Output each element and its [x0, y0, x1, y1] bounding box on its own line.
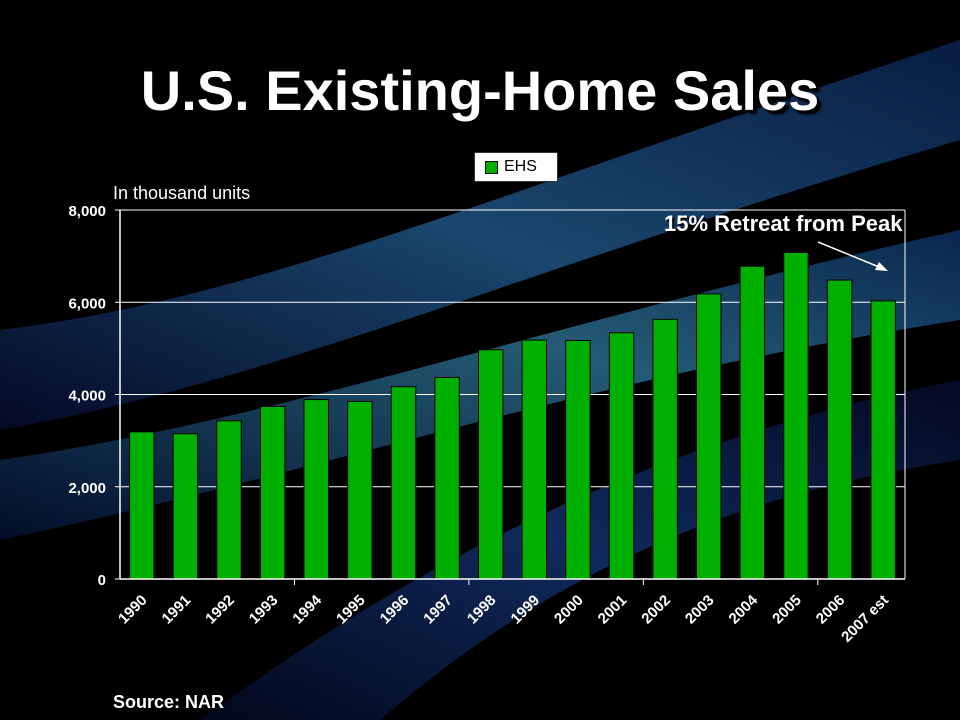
x-tick-label: 1998	[464, 592, 500, 628]
bar-2001	[608, 332, 635, 580]
bar-2002	[652, 318, 678, 580]
x-tick-label: 2004	[726, 591, 762, 627]
x-tick-label: 2005	[769, 592, 805, 628]
bar-1996	[390, 386, 417, 580]
gridlines	[120, 209, 905, 488]
annotation-arrow-line	[817, 241, 885, 270]
x-tick-label: 1996	[377, 592, 413, 628]
x-tick-label: 2001	[595, 592, 631, 628]
legend-label-ehs: EHS	[504, 158, 537, 175]
source-note: Source: NAR	[113, 692, 225, 712]
bar-2005	[783, 251, 809, 580]
bar-1999	[521, 339, 548, 580]
y-tick-label: 4,000	[68, 388, 106, 405]
bar-2004	[739, 265, 766, 580]
bar-2000	[565, 340, 591, 580]
page-title: U.S. Existing-Home Sales	[140, 59, 820, 122]
peak-annotation: 15% Retreat from Peak	[664, 211, 903, 236]
bar-2007-est	[870, 300, 896, 580]
y-axis-unit-label: In thousand units	[113, 183, 251, 203]
y-tick-label: 8,000	[68, 203, 106, 220]
bar-1994	[303, 399, 329, 580]
x-tick-label: 2003	[682, 592, 718, 628]
bar-2003	[696, 293, 722, 580]
x-tick-label: 1997	[420, 592, 456, 628]
y-tick-label: 6,000	[68, 295, 106, 312]
bars	[129, 251, 896, 580]
x-tick-label: 2002	[638, 592, 674, 628]
x-tick-label: 2000	[551, 592, 587, 628]
x-tick-label: 2007 est	[838, 592, 892, 646]
bar-1998	[477, 349, 504, 580]
x-tick-label: 2006	[813, 592, 849, 628]
x-tick-label: 1995	[333, 592, 369, 628]
axes	[115, 209, 906, 585]
y-tick-label: 0	[98, 572, 106, 589]
y-tick-label: 2,000	[68, 480, 106, 497]
x-tick-labels: 1990 1991 1992 1993 1994 1995 1996 1997 1998 1999…	[115, 591, 892, 645]
bar-1990	[129, 431, 155, 580]
x-tick-label: 1991	[159, 592, 195, 628]
x-tick-label: 1990	[115, 592, 151, 628]
annotation-arrow-group	[817, 241, 888, 271]
x-tick-label: 1999	[508, 592, 544, 628]
bar-1993	[259, 405, 286, 580]
bar-1995	[347, 400, 373, 580]
x-tick-label: 1992	[202, 592, 238, 628]
chart-legend: EHS	[474, 152, 558, 182]
bar-1992	[216, 420, 242, 580]
x-tick-label: 1993	[246, 592, 282, 628]
annotation-arrowhead	[875, 262, 888, 271]
bar-2006	[826, 279, 853, 580]
bar-1997	[434, 376, 460, 580]
y-tick-labels: 0 2,000 4,000 6,000 8,000	[68, 203, 106, 589]
x-tick-label: 1994	[289, 591, 325, 627]
legend-swatch-ehs	[485, 160, 498, 174]
bar-1991	[172, 433, 199, 580]
